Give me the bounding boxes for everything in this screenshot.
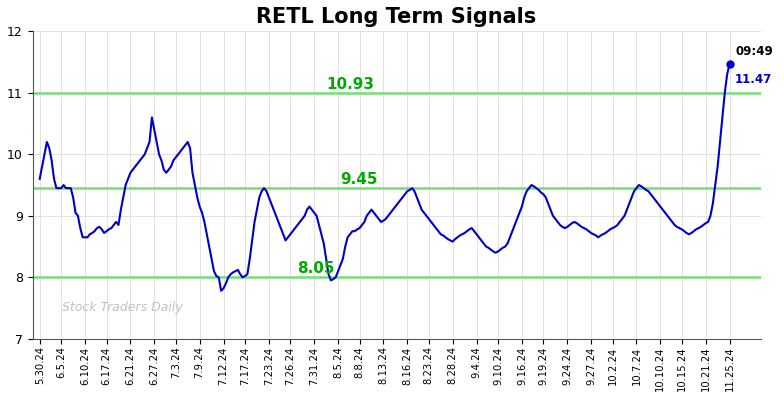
Text: 11.47: 11.47: [735, 73, 772, 86]
Text: Stock Traders Daily: Stock Traders Daily: [62, 301, 183, 314]
Text: 8.05: 8.05: [297, 261, 335, 276]
Text: 09:49: 09:49: [735, 45, 773, 58]
Text: 10.93: 10.93: [326, 76, 374, 92]
Text: 9.45: 9.45: [340, 172, 378, 187]
Title: RETL Long Term Signals: RETL Long Term Signals: [256, 7, 537, 27]
